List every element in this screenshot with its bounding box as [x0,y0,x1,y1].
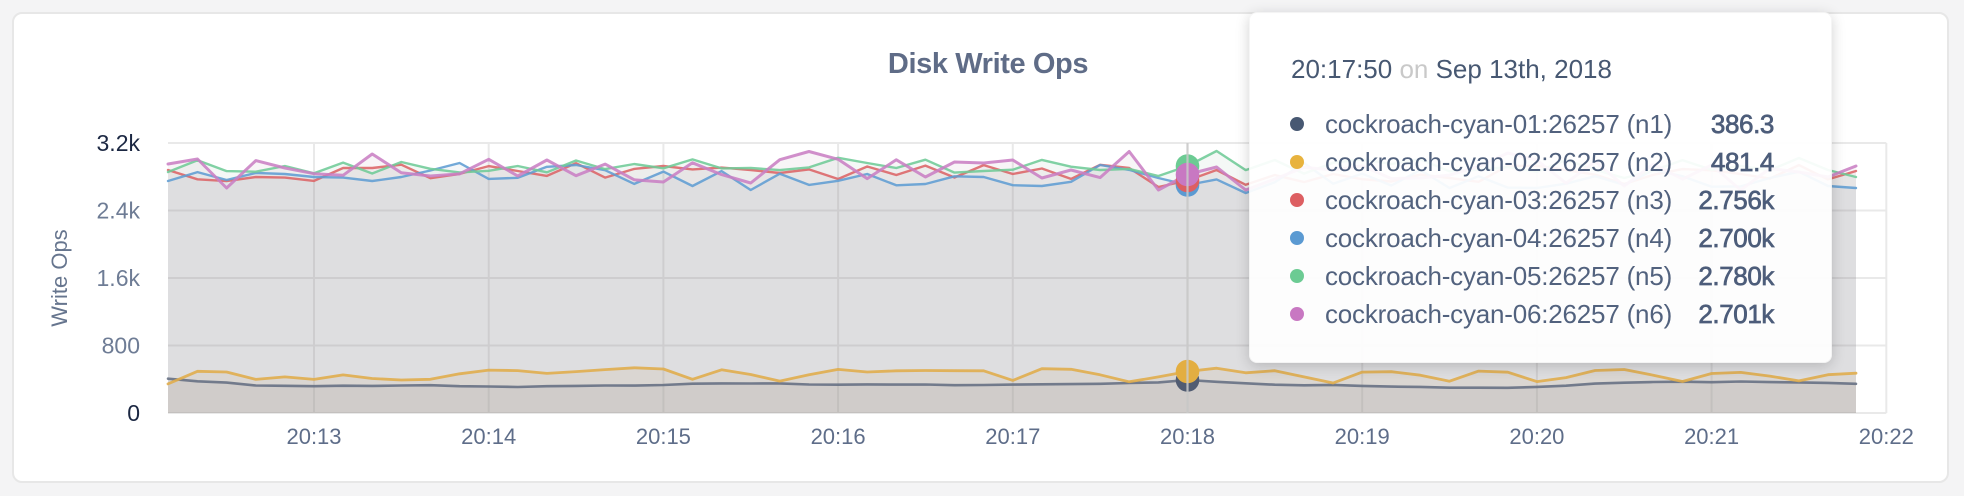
svg-text:20:18: 20:18 [1160,424,1215,449]
svg-text:20:16: 20:16 [811,424,866,449]
svg-text:800: 800 [102,333,140,359]
svg-text:20:14: 20:14 [461,424,516,449]
svg-text:20:20: 20:20 [1509,424,1564,449]
svg-text:20:19: 20:19 [1335,424,1390,449]
svg-text:2.4k: 2.4k [97,198,141,224]
svg-text:3.2k: 3.2k [97,130,141,156]
svg-text:20:17: 20:17 [985,424,1040,449]
svg-text:0: 0 [127,400,140,426]
svg-text:20:21: 20:21 [1684,424,1739,449]
svg-text:20:13: 20:13 [286,424,341,449]
svg-text:1.6k: 1.6k [97,265,141,291]
svg-text:20:22: 20:22 [1859,424,1914,449]
svg-text:Write Ops: Write Ops [47,229,72,326]
svg-text:20:15: 20:15 [636,424,691,449]
